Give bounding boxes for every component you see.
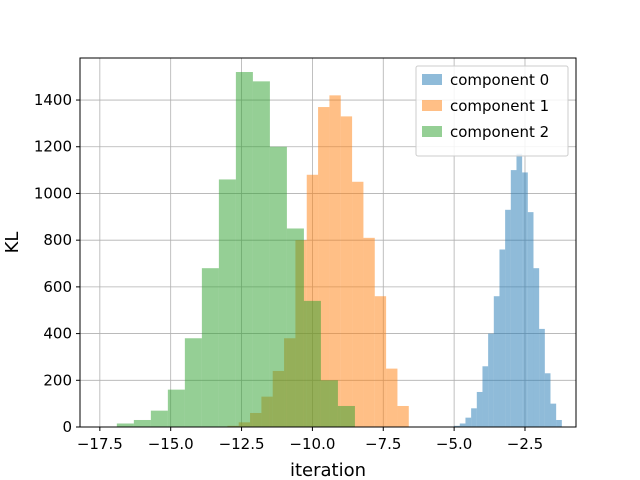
histogram-bar xyxy=(527,212,534,427)
histogram-bar xyxy=(116,423,134,427)
y-tick-label: 800 xyxy=(43,231,72,249)
x-axis-label: iteration xyxy=(290,460,366,480)
histogram-bar xyxy=(252,81,270,427)
histogram-bar xyxy=(482,366,489,427)
histogram-bar xyxy=(318,107,330,427)
y-tick-label: 1000 xyxy=(34,184,72,202)
plot-area-frame xyxy=(79,57,577,428)
histogram-bar xyxy=(488,333,494,427)
histogram-bar xyxy=(465,417,472,427)
legend-box xyxy=(415,65,569,157)
legend: component 0 component 1 component 2 xyxy=(415,65,569,157)
histogram-bar xyxy=(374,296,387,427)
axis-ticks: −17.5 −15.0 −12.5 −10.0 −7.5 −5.0 −2.5 0 200 400 6… xyxy=(34,91,543,453)
legend-swatch xyxy=(422,126,442,137)
histogram-bar xyxy=(201,268,219,427)
legend-label: component 1 xyxy=(450,97,549,115)
series-0-bars xyxy=(454,153,562,428)
histogram-bar xyxy=(516,153,523,427)
histogram-bar xyxy=(539,328,545,427)
histogram-bar xyxy=(340,116,353,427)
histogram-bar xyxy=(352,181,364,427)
histogram-bar xyxy=(550,403,557,427)
histogram-bars xyxy=(116,72,562,428)
x-tick-label: −10.0 xyxy=(289,435,335,453)
histogram-bar xyxy=(544,373,551,427)
histogram-bar xyxy=(303,300,321,427)
legend-swatch xyxy=(422,74,442,85)
histogram-bar xyxy=(471,408,477,427)
legend-label: component 0 xyxy=(450,71,549,89)
histogram-bar xyxy=(522,172,528,427)
histogram-bar xyxy=(363,237,375,427)
x-tick-label: −12.5 xyxy=(219,435,265,453)
histogram-bar xyxy=(218,179,236,427)
x-tick-label: −17.5 xyxy=(77,435,123,453)
x-tick-label: −5.0 xyxy=(436,435,472,453)
histogram-bar xyxy=(184,338,202,427)
y-tick-label: 1400 xyxy=(34,91,72,109)
y-tick-label: 600 xyxy=(43,278,72,296)
legend-label: component 2 xyxy=(450,123,549,141)
histogram-bar xyxy=(286,228,304,427)
histogram-bar xyxy=(397,405,409,427)
histogram-bar xyxy=(505,209,511,427)
y-axis-label: KL xyxy=(2,232,23,254)
legend-swatch xyxy=(422,100,442,111)
legend-items: component 0 component 1 component 2 xyxy=(422,71,549,141)
histogram-bar xyxy=(459,423,466,427)
histogram-bar xyxy=(269,146,287,428)
histogram-bar xyxy=(150,410,168,427)
histogram-bar xyxy=(556,419,562,427)
y-tick-label: 200 xyxy=(43,371,72,389)
histogram-bar xyxy=(454,425,460,427)
histogram-bar xyxy=(533,268,540,427)
series-2-bars xyxy=(116,72,355,428)
histogram-bar xyxy=(329,95,341,427)
x-tick-label: −7.5 xyxy=(365,435,401,453)
histogram-bar xyxy=(337,405,355,427)
histogram-bar xyxy=(235,72,253,427)
y-tick-label: 400 xyxy=(43,325,72,343)
histogram-bar xyxy=(499,249,506,427)
histogram-bar xyxy=(493,296,500,427)
histogram-bar xyxy=(133,419,151,427)
histogram-bar xyxy=(167,389,185,427)
histogram-bar xyxy=(320,380,338,427)
x-tick-label: −15.0 xyxy=(148,435,194,453)
histogram-bar xyxy=(510,170,517,428)
x-tick-label: −2.5 xyxy=(507,435,543,453)
histogram-bar xyxy=(476,391,483,427)
histogram-bar xyxy=(386,368,398,427)
y-tick-label: 0 xyxy=(62,418,72,436)
y-tick-label: 1200 xyxy=(34,138,72,156)
